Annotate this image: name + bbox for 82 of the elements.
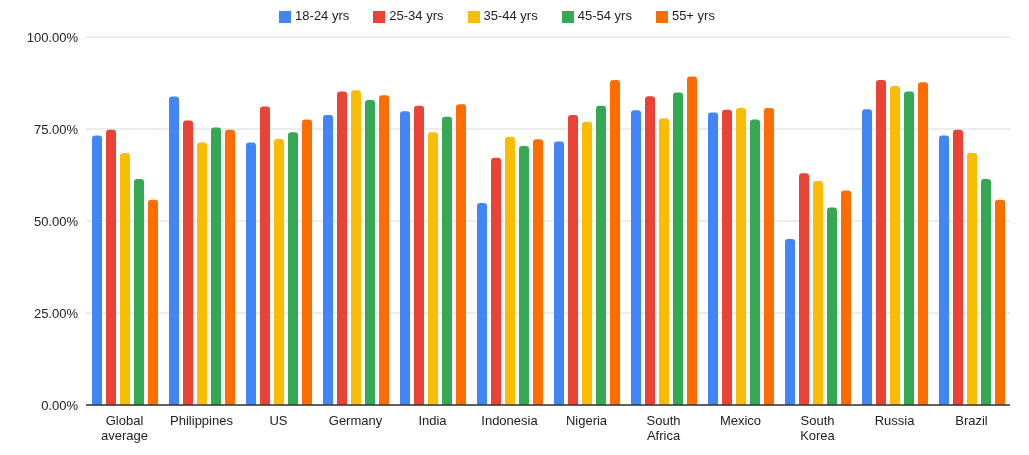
bar — [519, 145, 529, 405]
legend-label: 25-34 yrs — [389, 8, 444, 23]
bar — [687, 76, 697, 405]
bar — [750, 119, 760, 405]
bar — [225, 129, 235, 405]
bar — [134, 179, 144, 405]
bar — [428, 132, 438, 405]
bar — [918, 82, 928, 405]
x-tick-label: South Korea — [800, 413, 836, 443]
bar — [890, 85, 900, 405]
y-tick-label: 0.00% — [41, 397, 79, 413]
bar — [610, 80, 620, 405]
y-tick-label: 100.00% — [26, 29, 79, 45]
bar — [862, 109, 872, 405]
bar — [351, 90, 361, 405]
bar — [106, 129, 116, 405]
bar — [323, 115, 333, 405]
bar — [904, 91, 914, 405]
bar — [582, 121, 592, 405]
legend-label: 35-44 yrs — [483, 8, 538, 23]
bar — [365, 99, 375, 405]
x-tick-label: Brazil — [955, 413, 988, 428]
bar — [183, 120, 193, 405]
bar — [491, 157, 501, 405]
bar — [533, 139, 543, 405]
bar — [939, 135, 949, 405]
bar — [274, 138, 284, 405]
legend-label: 18-24 yrs — [295, 8, 350, 23]
bar — [568, 115, 578, 405]
legend-label: 45-54 yrs — [577, 8, 632, 23]
bar — [841, 190, 851, 405]
x-tick-label: Indonesia — [481, 413, 539, 428]
x-tick-label: Germany — [328, 413, 383, 428]
bar — [169, 96, 179, 405]
bar — [799, 173, 809, 405]
bar — [645, 96, 655, 405]
bar — [981, 179, 991, 405]
bar — [953, 129, 963, 405]
bar — [148, 199, 158, 405]
bar — [211, 127, 221, 405]
bar — [827, 207, 837, 405]
x-tick-label: Nigeria — [565, 413, 608, 428]
bar — [631, 110, 641, 405]
bar — [967, 152, 977, 405]
x-tick-label: Philippines — [170, 413, 234, 428]
x-tick-label: US — [269, 413, 288, 428]
bar — [477, 202, 487, 405]
bar — [659, 118, 669, 405]
bar — [813, 180, 823, 405]
x-tick-label: Global average — [101, 413, 148, 443]
bar — [337, 91, 347, 405]
bar — [442, 116, 452, 405]
bar — [120, 152, 130, 405]
bar — [92, 135, 102, 405]
bar — [995, 199, 1005, 405]
bar — [456, 104, 466, 405]
x-tick-label: India — [418, 413, 448, 428]
bar — [596, 105, 606, 405]
bar — [414, 105, 424, 405]
bar — [876, 80, 886, 405]
x-tick-label: Russia — [874, 413, 916, 428]
y-tick-label: 50.00% — [33, 213, 79, 229]
y-tick-label: 75.00% — [33, 121, 79, 137]
x-tick-label: Mexico — [719, 413, 762, 428]
bar — [288, 132, 298, 405]
bar — [708, 112, 718, 405]
bar — [722, 109, 732, 405]
bar — [246, 142, 256, 405]
bar — [379, 95, 389, 405]
bar — [785, 239, 795, 405]
bar — [554, 141, 564, 405]
bar — [260, 106, 270, 405]
bar — [197, 142, 207, 405]
x-tick-label: South Africa — [646, 413, 681, 443]
bar — [673, 92, 683, 405]
y-tick-label: 25.00% — [33, 305, 79, 321]
bar — [400, 111, 410, 405]
bar — [505, 136, 515, 405]
bar — [764, 108, 774, 405]
bar — [736, 108, 746, 405]
legend-label: 55+ yrs — [671, 8, 715, 23]
bar — [302, 119, 312, 405]
